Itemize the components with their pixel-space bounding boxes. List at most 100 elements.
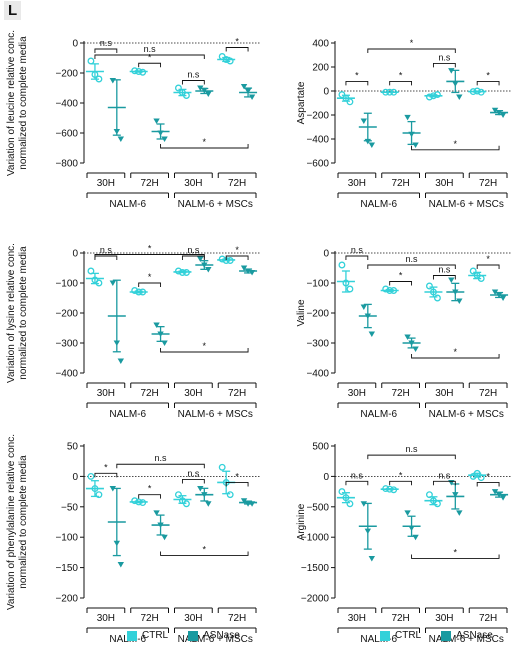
significance-bracket: [181, 255, 205, 260]
data-point: [346, 500, 354, 508]
data-point: [412, 346, 419, 352]
data-point: [364, 528, 372, 535]
significance-bracket: [476, 80, 500, 86]
significance-label: *: [148, 244, 152, 254]
significance-label: *: [203, 137, 207, 147]
data-point: [425, 491, 433, 499]
significance-bracket: [432, 62, 456, 68]
significance-label: n.s: [406, 254, 419, 264]
significance-label: *: [235, 471, 239, 481]
y-axis-label-line: normalized to complete media: [18, 455, 29, 589]
data-point: [139, 288, 147, 296]
data-point: [456, 94, 463, 100]
significance-label: *: [355, 70, 359, 80]
condition-label: 72H: [140, 388, 158, 399]
data-point: [425, 282, 433, 290]
condition-label: 30H: [348, 613, 366, 624]
y-tick-label: 0: [323, 87, 329, 98]
significance-bracket: [367, 264, 456, 269]
data-point: [491, 489, 499, 495]
y-axis-label: Aspartate: [296, 81, 307, 124]
chart-2: 400 200 0 −200 −400 −600 Aspartate * * * n.s * * 30H 7…: [296, 38, 512, 210]
y-tick-label: 0: [72, 472, 78, 483]
data-point: [113, 129, 121, 135]
data-point: [412, 534, 419, 541]
data-point: [386, 485, 394, 493]
condition-label: 30H: [97, 613, 115, 624]
y-axis-label-line: Valine: [296, 299, 307, 326]
significance-label: n.s: [187, 468, 200, 478]
data-point: [342, 279, 350, 287]
data-point: [182, 92, 190, 99]
condition-label: 72H: [140, 613, 158, 624]
significance-bracket: [432, 480, 456, 486]
legend-swatch-ctrl: [380, 630, 390, 641]
legend-swatch-asnase: [441, 630, 452, 641]
data-point: [433, 294, 441, 302]
significance-label: n.s: [100, 245, 113, 255]
chart-1: 0 −200 −400 −600 −800 Variation of leucine re…: [6, 30, 261, 210]
condition-label: 30H: [348, 178, 366, 189]
condition-label: 72H: [391, 178, 409, 189]
data-point: [161, 136, 168, 142]
data-point: [433, 500, 441, 508]
data-point: [452, 289, 459, 295]
data-point: [182, 269, 190, 276]
y-axis-label: Variation of lysine relative conc.normal…: [6, 243, 29, 383]
data-point: [386, 88, 394, 96]
significance-bracket: [345, 255, 369, 260]
significance-bracket: [94, 54, 205, 59]
data-point: [448, 479, 455, 486]
significance-bracket: [476, 482, 500, 487]
significance-bracket: [94, 48, 118, 53]
y-tick-label: −50: [61, 502, 78, 513]
significance-label: n.s: [438, 265, 451, 275]
group-label: NALM-6 + MSCs: [429, 634, 504, 645]
group-label: NALM-6: [360, 409, 397, 420]
data-point: [429, 288, 437, 296]
y-axis-label-line: Variation of lysine relative conc.: [6, 243, 17, 383]
data-point: [499, 495, 507, 501]
significance-bracket: [411, 354, 500, 359]
significance-label: *: [148, 484, 152, 494]
significance-bracket: [160, 144, 249, 149]
significance-bracket: [160, 551, 249, 556]
y-tick-label: −300: [306, 339, 329, 350]
data-point: [248, 94, 256, 100]
significance-bracket: [345, 80, 369, 86]
y-tick-label: −400: [306, 135, 329, 146]
data-point: [139, 499, 147, 506]
group-label: NALM-6 + MSCs: [429, 409, 504, 420]
data-point: [456, 510, 463, 516]
data-point: [95, 279, 103, 287]
significance-label: n.s: [406, 444, 419, 454]
significance-label: *: [399, 70, 403, 80]
condition-label: 30H: [435, 178, 453, 189]
data-point: [153, 510, 160, 516]
data-point: [364, 313, 372, 319]
data-point: [201, 262, 208, 268]
data-point: [205, 501, 212, 507]
y-tick-label: 500: [312, 442, 329, 453]
data-point: [429, 92, 437, 100]
y-tick-label: −100: [55, 533, 78, 544]
data-point: [157, 130, 164, 136]
data-point: [386, 287, 394, 294]
significance-label: *: [104, 462, 108, 472]
legend-swatch-ctrl: [127, 630, 137, 641]
significance-bracket: [476, 264, 500, 269]
significance-bracket: [389, 281, 413, 286]
condition-label: 72H: [140, 178, 158, 189]
significance-label: *: [454, 547, 458, 557]
data-point: [360, 501, 368, 507]
data-point: [382, 485, 390, 493]
chart-5: 50 0 −50 −100 −150 −200 Variation of phenylala…: [6, 434, 261, 645]
data-point: [473, 469, 481, 477]
significance-label: *: [399, 271, 403, 281]
y-tick-label: 400: [312, 39, 329, 50]
data-point: [408, 131, 415, 138]
y-tick-label: 50: [67, 442, 79, 453]
data-point: [109, 486, 117, 492]
